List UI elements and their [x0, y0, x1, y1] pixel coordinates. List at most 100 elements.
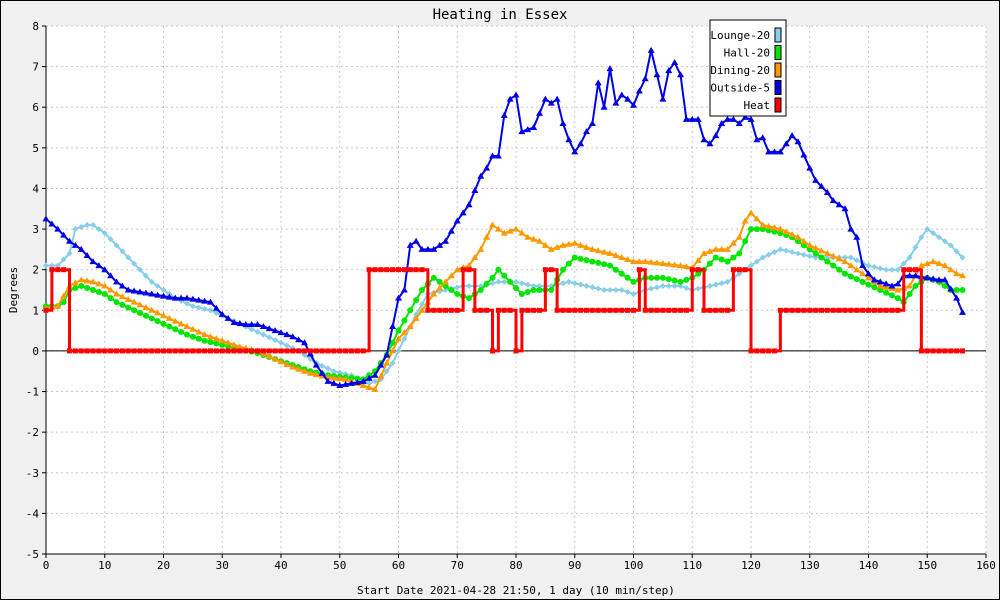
- outside-5-point: [888, 282, 896, 289]
- heat-point: [960, 348, 965, 354]
- hall-20-point: [466, 295, 472, 302]
- lounge-20-point: [272, 337, 279, 344]
- legend-swatch-hall-20: [774, 45, 782, 60]
- dining-20-point: [494, 225, 502, 232]
- hall-20-point: [184, 331, 190, 338]
- lounge-20-point: [648, 285, 655, 292]
- outside-5-point: [254, 321, 261, 328]
- dining-20-point: [224, 339, 232, 346]
- lounge-20-point: [871, 263, 878, 270]
- outside-5-point: [630, 101, 637, 108]
- dining-20-point: [647, 258, 655, 265]
- lounge-20-point: [113, 242, 120, 249]
- dining-20-point: [436, 284, 444, 291]
- x-tick-label: 100: [624, 559, 644, 572]
- outside-5-point: [953, 294, 961, 301]
- outside-5-point: [289, 333, 297, 340]
- heat-point: [490, 348, 495, 354]
- dining-20-point: [823, 249, 831, 256]
- lounge-20-point: [389, 360, 396, 367]
- dining-20-point: [800, 237, 808, 244]
- y-tick-label: 2: [32, 264, 39, 277]
- hall-20-point: [477, 287, 484, 293]
- outside-5-point: [829, 197, 837, 204]
- heat-point: [425, 307, 431, 313]
- y-tick-label: 7: [32, 61, 39, 74]
- lounge-20-point: [207, 307, 214, 314]
- lounge-20-point: [765, 251, 772, 258]
- dining-20-point: [265, 352, 273, 359]
- hall-20-point: [777, 230, 784, 237]
- dining-20-point: [207, 333, 214, 340]
- heat-point: [877, 307, 883, 313]
- heat-point: [401, 267, 407, 273]
- outside-5-point: [236, 320, 244, 327]
- heat-point: [930, 348, 936, 354]
- outside-5-point: [718, 119, 726, 126]
- dining-20-point: [941, 262, 949, 269]
- heat-point: [954, 348, 960, 354]
- legend-swatch-lounge-20: [774, 27, 782, 43]
- heat-point: [102, 348, 108, 354]
- heat-point: [566, 307, 572, 313]
- hall-20-point: [119, 301, 126, 308]
- outside-5-point: [941, 276, 949, 283]
- hall-20-point: [871, 284, 878, 291]
- lounge-20-point: [930, 230, 937, 237]
- lounge-20-point: [90, 222, 96, 229]
- outside-5-point: [218, 310, 226, 317]
- hall-20-point: [72, 284, 79, 291]
- dining-20-point: [894, 286, 902, 293]
- hall-20-point: [795, 238, 801, 245]
- lounge-20-point: [72, 226, 79, 233]
- heat-point: [942, 348, 948, 354]
- heat-point: [149, 348, 155, 354]
- outside-5-point: [271, 327, 279, 334]
- heat-point: [413, 267, 419, 273]
- hall-20-point: [718, 256, 725, 263]
- dining-20-point: [465, 262, 473, 269]
- dining-20-point: [171, 317, 179, 324]
- x-tick-label: 140: [859, 559, 879, 572]
- hall-20-point: [195, 335, 202, 342]
- hall-20-point: [589, 258, 596, 265]
- heat-point: [707, 307, 713, 313]
- heat-point: [848, 307, 854, 313]
- hall-20-point: [207, 339, 214, 346]
- dining-20-point: [406, 323, 414, 330]
- lounge-20-point: [612, 287, 619, 293]
- dining-20-point: [700, 249, 708, 256]
- heat-point: [396, 267, 401, 273]
- dining-20-point: [77, 276, 85, 283]
- heat-point: [854, 307, 860, 313]
- dining-20-point: [665, 260, 673, 267]
- dining-20-point: [659, 260, 667, 267]
- outside-5-point: [336, 381, 344, 388]
- dining-20-point: [107, 286, 115, 293]
- lounge-20-point: [84, 222, 91, 229]
- hall-20-point: [148, 315, 155, 322]
- lounge-20-point: [466, 282, 472, 289]
- outside-5-point: [947, 285, 955, 292]
- lounge-20-point: [78, 224, 85, 231]
- outside-5-point: [635, 87, 643, 94]
- heat-point: [613, 307, 619, 313]
- outside-5-point: [453, 217, 461, 224]
- outside-5-point: [565, 136, 573, 143]
- y-tick-label: -1: [26, 386, 39, 399]
- heat-point: [472, 307, 478, 313]
- dining-20-point: [788, 230, 796, 237]
- outside-5-point: [54, 225, 62, 232]
- dining-20-point: [536, 237, 543, 244]
- legend-label-heat: Heat: [744, 99, 771, 112]
- hall-20-point: [113, 299, 120, 306]
- heat-point: [219, 348, 225, 354]
- lounge-20-point: [583, 282, 590, 289]
- heat-point: [419, 267, 425, 273]
- outside-5-point: [283, 331, 291, 338]
- heat-point: [660, 307, 666, 313]
- dining-20-point: [71, 279, 79, 286]
- outside-5-point: [870, 276, 878, 283]
- heat-point: [789, 307, 795, 313]
